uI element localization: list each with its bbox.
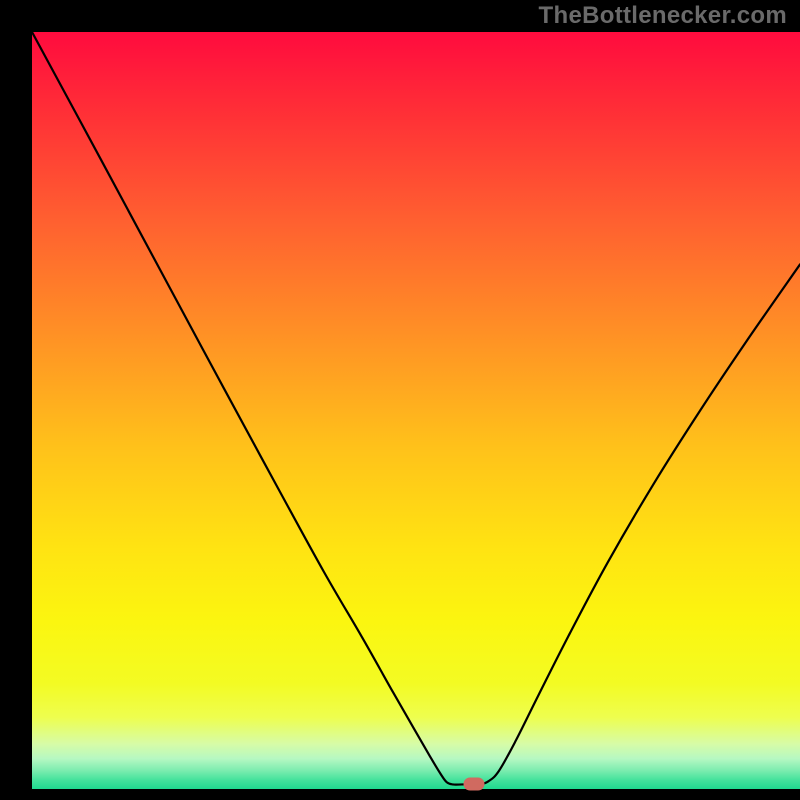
- watermark: TheBottlenecker.com: [539, 2, 787, 30]
- frame-bottom: [0, 789, 800, 800]
- chart-background: [0, 0, 800, 800]
- frame-left: [0, 0, 32, 800]
- bottleneck-marker: [463, 778, 484, 791]
